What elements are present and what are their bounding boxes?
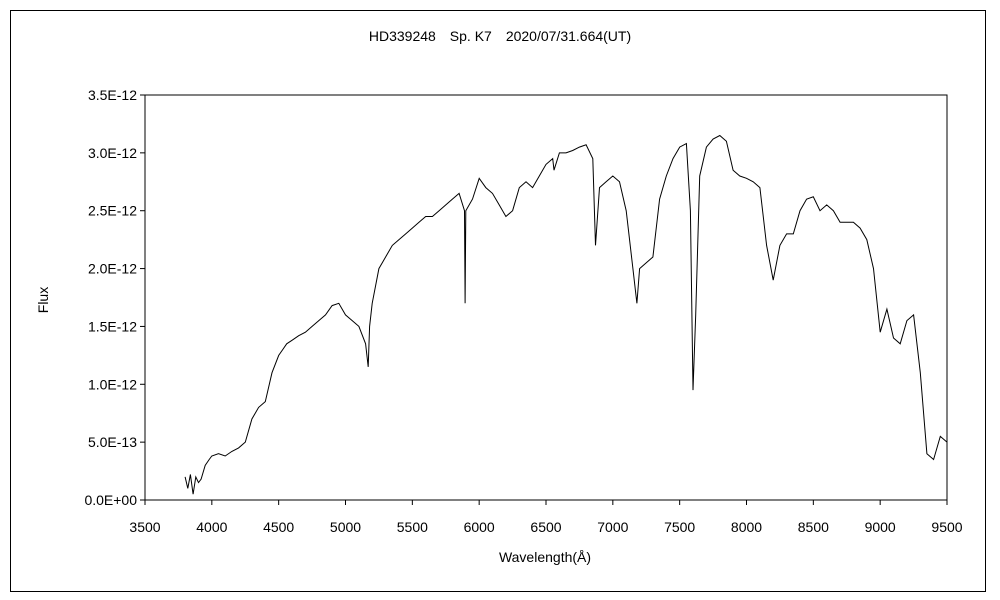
- y-tick-label: 5.0E-13: [88, 434, 137, 450]
- x-tick-label: 5500: [397, 519, 428, 535]
- x-tick-label: 6500: [530, 519, 561, 535]
- x-tick-label: 4000: [196, 519, 227, 535]
- y-axis: 0.0E+00 5.0E-13 1.0E-12 1.5E-12 2.0E-12 2.5E-…: [84, 87, 145, 508]
- x-tick-label: 9000: [865, 519, 896, 535]
- x-tick-label: 7000: [597, 519, 628, 535]
- x-tick-label: 7500: [664, 519, 695, 535]
- x-tick-label: 3500: [129, 519, 160, 535]
- chart-title: HD339248 Sp. K7 2020/07/31.664(UT): [369, 28, 631, 44]
- x-tick-label: 6000: [464, 519, 495, 535]
- plot-area: [144, 94, 948, 501]
- y-axis-label: Flux: [35, 287, 51, 313]
- y-tick-label: 1.5E-12: [88, 318, 137, 334]
- x-tick-label: 5000: [330, 519, 361, 535]
- x-tick-label: 4500: [263, 519, 294, 535]
- y-tick-label: 0.0E+00: [84, 492, 137, 508]
- x-axis-label: Wavelength(Å): [499, 549, 591, 565]
- y-tick-label: 2.5E-12: [88, 203, 137, 219]
- chart-frame: [10, 10, 986, 592]
- series-line: [184, 134, 948, 495]
- x-tick-label: 8000: [731, 519, 762, 535]
- y-tick-label: 3.5E-12: [88, 87, 137, 103]
- x-tick-label: 8500: [798, 519, 829, 535]
- y-tick-label: 3.0E-12: [88, 145, 137, 161]
- y-tick-label: 2.0E-12: [88, 261, 137, 277]
- y-tick-label: 1.0E-12: [88, 376, 137, 392]
- x-axis: 3500 4000 4500 5000 5500 6000 6500 7000 7500 8000…: [129, 500, 963, 535]
- x-tick-label: 9500: [931, 519, 962, 535]
